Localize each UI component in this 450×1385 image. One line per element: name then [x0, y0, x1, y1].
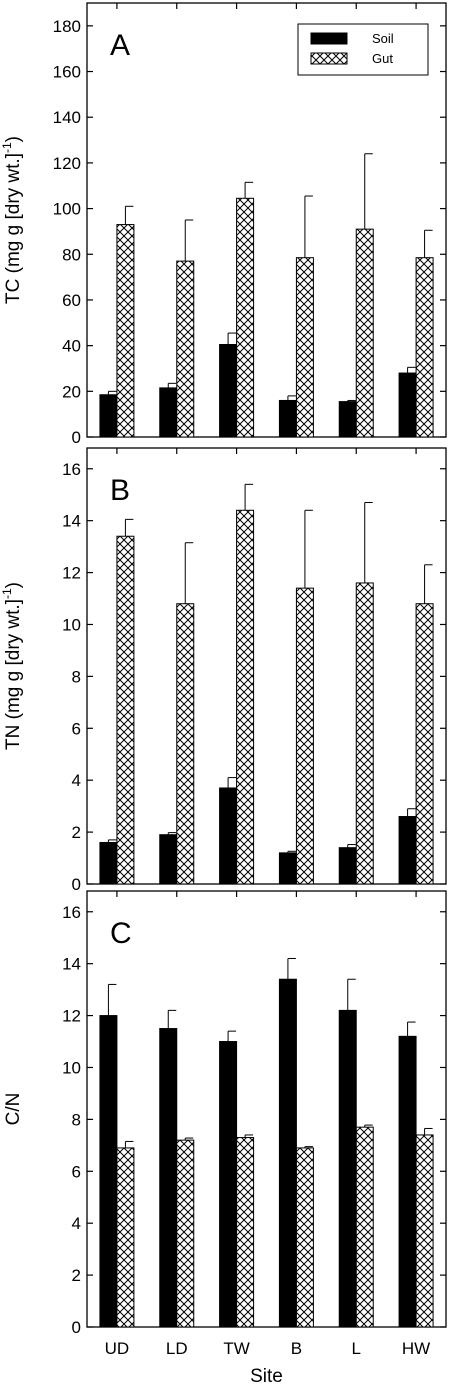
bar-soil-hw — [398, 1035, 417, 1328]
y-tick-label: 6 — [72, 1162, 81, 1181]
y-tick-label: 8 — [72, 667, 81, 686]
y-tick-label: 4 — [72, 1214, 81, 1233]
y-tick-label: 180 — [53, 17, 81, 36]
bar-soil-tw — [219, 1041, 238, 1328]
bar-soil-ld — [159, 387, 178, 438]
bar-soil-l — [338, 847, 357, 885]
x-axis-label: Site — [250, 1366, 283, 1385]
bar-gut-ud — [116, 224, 135, 438]
y-tick-label: 14 — [62, 512, 81, 531]
bar-soil-ld — [159, 1028, 178, 1328]
bar-gut-ud — [116, 535, 135, 885]
bar-gut-tw — [236, 197, 255, 438]
y-tick-label: 60 — [62, 291, 81, 310]
y-axis-label: TN (mg g [dry wt.]-1) — [0, 582, 24, 750]
y-axis-label: C/N — [3, 1093, 24, 1126]
y-tick-label: 2 — [72, 823, 81, 842]
bar-soil-b — [278, 852, 297, 885]
y-tick-label: 140 — [53, 108, 81, 127]
y-tick-label: 4 — [72, 771, 81, 790]
panel-letter: C — [110, 917, 132, 950]
bar-soil-ld — [159, 834, 178, 885]
bar-soil-tw — [219, 787, 238, 885]
bar-gut-ld — [176, 260, 195, 438]
legend-box — [297, 23, 429, 76]
bar-gut-ld — [176, 603, 195, 885]
bar-soil-l — [338, 401, 357, 438]
y-tick-label: 20 — [62, 382, 81, 401]
bar-gut-l — [355, 1126, 374, 1328]
y-tick-label: 16 — [62, 460, 81, 479]
y-tick-label: 10 — [62, 615, 81, 634]
bar-gut-b — [295, 1147, 314, 1328]
x-tick-label: LD — [166, 1339, 188, 1358]
y-tick-label: 6 — [72, 719, 81, 738]
panel-letter: B — [110, 474, 130, 507]
y-tick-label: 12 — [62, 1007, 81, 1026]
y-tick-label: 0 — [72, 1318, 81, 1337]
panel-B: 0 2 4 6 8 10 12 14 16 B TN (mg g [dry wt.]-1) — [0, 447, 447, 894]
panel-A: 0 20 40 60 80 100 120 140 160 180 A TC (mg g [dry w… — [0, 2, 447, 447]
bar-gut-tw — [236, 1137, 255, 1328]
y-tick-label: 2 — [72, 1266, 81, 1285]
x-tick-label: TW — [223, 1339, 249, 1358]
legend: Soil Gut — [297, 23, 429, 76]
y-tick-label: 0 — [72, 428, 81, 447]
panel-letter: A — [110, 29, 130, 62]
plot-frame — [86, 447, 447, 885]
bar-gut-l — [355, 228, 374, 438]
y-tick-label: 120 — [53, 154, 81, 173]
bar-soil-b — [278, 978, 297, 1328]
x-tick-label: B — [291, 1339, 302, 1358]
legend-label-soil: Soil — [372, 31, 394, 46]
bar-gut-hw — [415, 603, 434, 885]
bar-gut-hw — [415, 1134, 434, 1328]
bar-soil-hw — [398, 816, 417, 885]
x-tick-label: UD — [105, 1339, 130, 1358]
legend-swatch-gut — [310, 52, 348, 65]
bar-gut-ud — [116, 1147, 135, 1328]
bar-soil-b — [278, 399, 297, 438]
y-tick-label: 40 — [62, 337, 81, 356]
panel-C: 0 2 4 6 8 10 12 14 16 C C/N UD LD TW B L HW Site — [3, 890, 447, 1385]
bar-gut-l — [355, 582, 374, 885]
y-tick-label: 12 — [62, 564, 81, 583]
legend-label-gut: Gut — [372, 51, 393, 66]
x-tick-label: L — [352, 1339, 361, 1358]
x-tick-label: HW — [402, 1339, 430, 1358]
y-tick-label: 8 — [72, 1110, 81, 1129]
bar-gut-b — [295, 257, 314, 438]
bar-soil-ud — [99, 394, 118, 438]
bar-gut-hw — [415, 257, 434, 438]
y-tick-label: 80 — [62, 245, 81, 264]
y-tick-label: 100 — [53, 200, 81, 219]
bar-gut-ld — [176, 1139, 195, 1328]
bar-gut-b — [295, 587, 314, 885]
y-axis-label: TC (mg g [dry wt.]-1) — [0, 136, 24, 304]
y-tick-label: 14 — [62, 955, 81, 974]
bar-soil-hw — [398, 372, 417, 438]
bar-soil-ud — [99, 1015, 118, 1328]
bar-soil-tw — [219, 343, 238, 438]
y-tick-label: 16 — [62, 903, 81, 922]
bar-soil-ud — [99, 841, 118, 885]
y-tick-label: 10 — [62, 1058, 81, 1077]
legend-swatch-soil — [310, 32, 348, 45]
y-tick-label: 160 — [53, 63, 81, 82]
plot-frame — [86, 2, 447, 438]
bar-gut-tw — [236, 509, 255, 885]
bar-soil-l — [338, 1009, 357, 1328]
plot-frame — [86, 890, 447, 1328]
y-tick-label: 0 — [72, 875, 81, 894]
